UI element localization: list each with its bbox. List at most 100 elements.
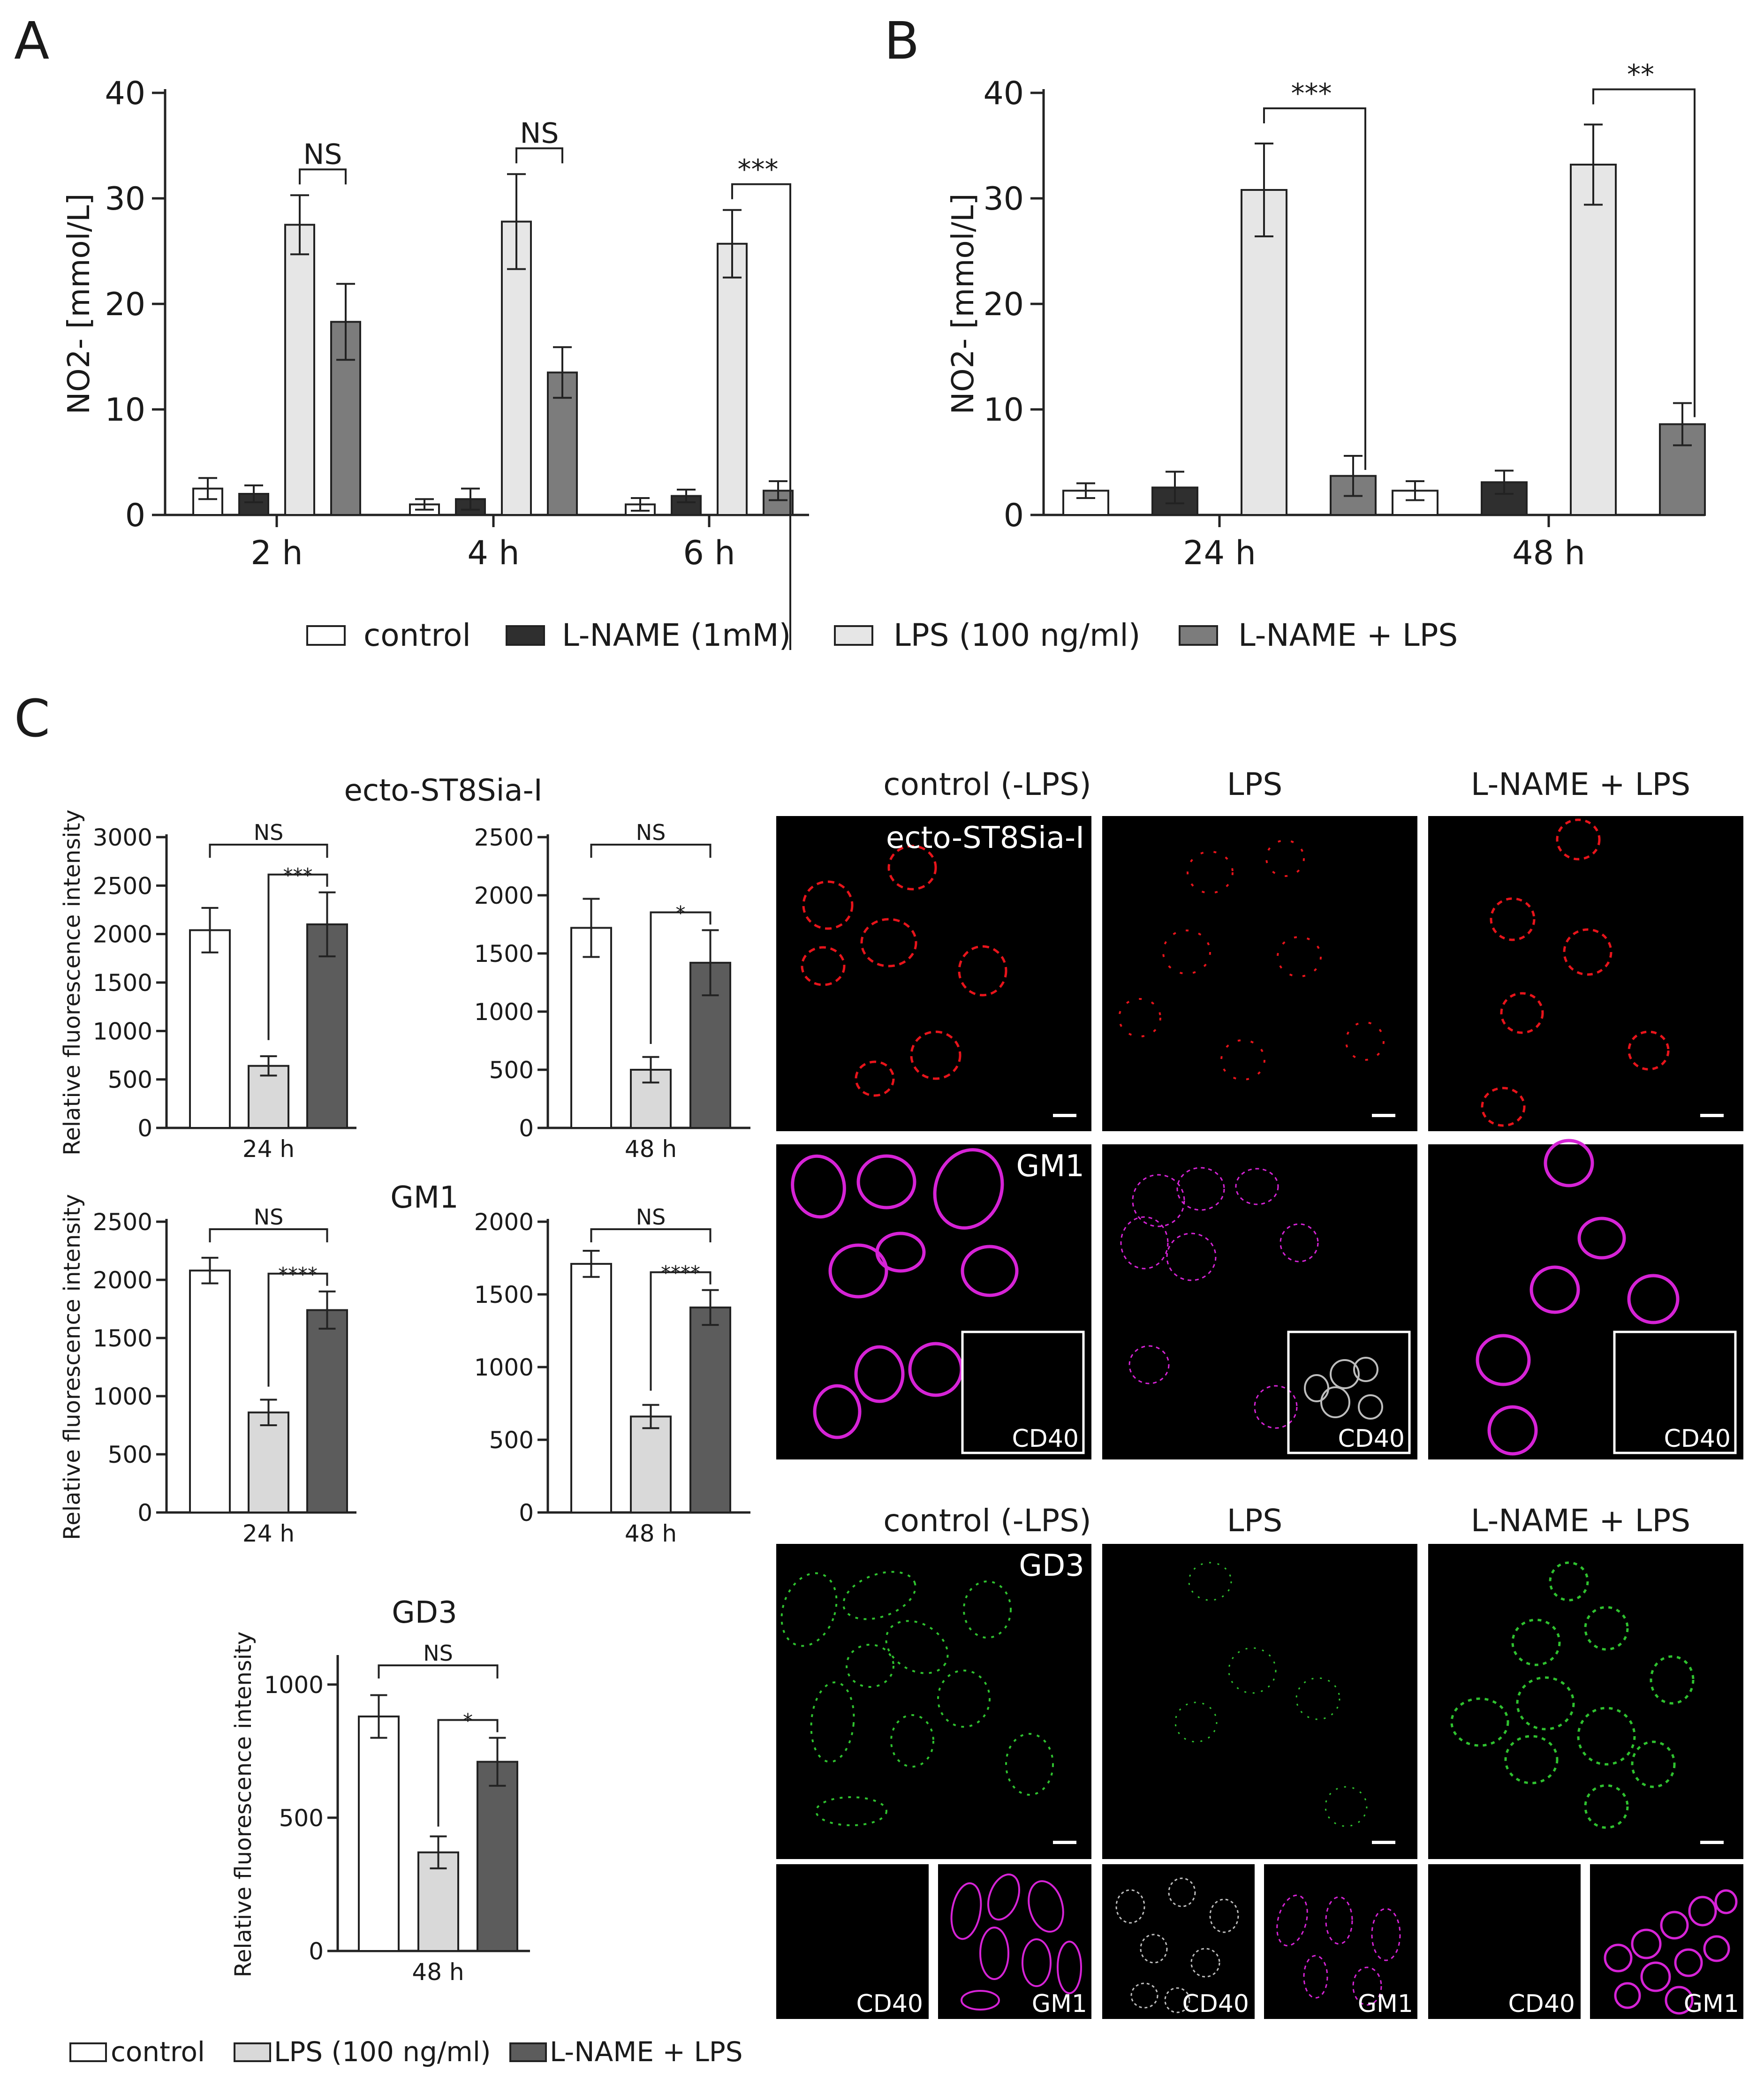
inset-cd40-cell (1330, 1359, 1360, 1389)
c3-significance-label: NS (254, 1204, 284, 1230)
a-significance-label: NS (520, 117, 559, 150)
chart-c-gm1-48h: 0 500 1000 1500 2000 48 h NS **** (474, 1204, 750, 1547)
cells-st8sia-control (801, 845, 1007, 1097)
gm1-lps-cell (1235, 1168, 1279, 1205)
small-gm1-lnl-cell (1688, 1896, 1717, 1927)
c4-ytick-label: 500 (489, 1427, 534, 1454)
cells-gd3-lps (1174, 1562, 1368, 1827)
inset-label-cd40-control: CD40 (1012, 1425, 1079, 1453)
cells-small-gm1-lname-lps (1604, 1889, 1738, 2015)
legend-c-swatch-lps (234, 2042, 271, 2062)
st8-lps-cell (1162, 930, 1211, 975)
gm1-lps-cell (1279, 1223, 1319, 1263)
gm1-ctrl-cell (875, 1232, 926, 1273)
c4-bar (570, 1263, 612, 1513)
c4-ytick-label: 2000 (474, 1209, 534, 1236)
gd3-ctrl-cell (842, 1571, 916, 1620)
gm1-lnl-cell (1476, 1334, 1531, 1386)
legend-ab-swatch-control (306, 625, 346, 646)
legend-c-label-lps: LPS (100 ng/ml) (274, 2036, 491, 2068)
c5-ylabel: Relative fluorescence intensity (230, 1632, 257, 1978)
c1-significance-bracket (209, 844, 328, 858)
gd3-lnl-cell (1650, 1655, 1695, 1705)
micro-small-cd40-lname-lps (1428, 1864, 1581, 2019)
micro-small-cd40-control (776, 1864, 929, 2019)
gm1-ctrl-cell (813, 1384, 862, 1439)
scale-bar-gd3-lps (1372, 1841, 1395, 1844)
a-ytick-label: 20 (105, 286, 145, 323)
c1-ytick-label: 2000 (93, 921, 152, 948)
micro-gm1-lname-lps (1428, 1144, 1743, 1459)
small-gm1-lps-cell (1276, 1894, 1308, 1947)
small-label-cd40-control: CD40 (856, 1990, 923, 2018)
b-significance-label: *** (1291, 77, 1332, 109)
a-bar (501, 220, 532, 516)
c4-ytick-label: 0 (519, 1499, 534, 1527)
a-significance-label: *** (738, 153, 779, 185)
c1-ytick-label: 0 (137, 1115, 152, 1142)
inset-cd40-cell (1304, 1374, 1329, 1402)
b-significance-bracket (1263, 107, 1366, 470)
legend-c-swatch-lname-lps (509, 2042, 547, 2062)
micro-col-title-control-2: control (-LPS) (883, 1503, 1091, 1539)
b-ytick-label: 10 (983, 392, 1024, 429)
a-ylabel: NO2- [mmol/L] (62, 193, 97, 414)
scale-bar-st8sia-lname-lps (1700, 1114, 1724, 1117)
gd3-lnl-cell (1631, 1740, 1676, 1788)
inset-cd40-cell (1353, 1357, 1378, 1382)
c4-ytick-label: 1000 (474, 1354, 534, 1381)
c2-significance-bracket (590, 844, 712, 858)
small-gm1-lnl-cell (1674, 1948, 1703, 1977)
small-label-gm1-control: GM1 (1032, 1990, 1087, 2018)
chart-c-st8sia-48h: 0 500 1000 1500 2000 2500 48 h NS * (474, 820, 750, 1163)
st8-lnl-cell (1563, 928, 1613, 976)
c5-xlabel: 48 h (412, 1958, 464, 1986)
small-gm1-lnl-cell (1604, 1943, 1633, 1973)
a-xtick-label: 6 h (683, 534, 735, 572)
c4-significance-bracket (650, 1271, 712, 1391)
inset-cd40-control (961, 1331, 1085, 1454)
c1-ytick-label: 3000 (93, 824, 152, 851)
c3-significance-label: **** (278, 1263, 318, 1286)
small-gm1-lnl-cell (1614, 1982, 1641, 2009)
small-cd40-lps-cell (1140, 1934, 1168, 1964)
chart-b-nitrite: 0 10 20 30 40 NO2- [mmol/L] 24 h *** 48 h ** (946, 59, 1706, 572)
title-gm1: GM1 (390, 1180, 459, 1215)
c4-bar (630, 1415, 672, 1513)
micro-small-gm1-control (938, 1864, 1091, 2019)
st8-lps-cell (1277, 936, 1322, 977)
micro-gd3-lname-lps (1428, 1544, 1743, 1859)
cells-small-gm1-lps (1276, 1894, 1401, 2006)
c4-ytick-label: 1500 (474, 1281, 534, 1308)
c5-significance-label: * (463, 1709, 473, 1732)
micro-gd3-lps (1102, 1544, 1417, 1859)
gm1-lps-cell (1176, 1167, 1225, 1211)
st8-lnl-cell (1490, 897, 1536, 941)
a-ytick-label: 40 (105, 75, 145, 112)
gd3-ctrl-cell (963, 1580, 1012, 1639)
gd3-ctrl-cell (810, 1681, 855, 1763)
micro-col-title-lname-lps-2: L-NAME + LPS (1471, 1503, 1690, 1539)
small-label-cd40-lps: CD40 (1182, 1990, 1249, 2018)
gm1-ctrl-cell (791, 1154, 846, 1219)
st8-lnl-cell (1628, 1030, 1670, 1071)
b-xtick-label: 48 h (1512, 534, 1585, 572)
gd3-lps-cell (1228, 1647, 1277, 1694)
inset-cd40-lname-lps (1613, 1331, 1737, 1454)
legend-c-swatch-control (69, 2042, 107, 2062)
small-label-gm1-lname-lps: GM1 (1684, 1990, 1739, 2018)
small-cd40-lps-cell (1164, 1987, 1190, 2013)
c2-xlabel: 48 h (625, 1135, 677, 1163)
legend-ab-label-lname: L-NAME (1mM) (562, 617, 791, 653)
c3-ytick-label: 0 (137, 1499, 152, 1527)
small-gm1-lps-cell (1303, 1955, 1328, 1999)
c3-ylabel: Relative fluorescence intensity (59, 1194, 85, 1540)
st8-ctrl-cell (801, 946, 846, 986)
c1-ylabel: Relative fluorescence intensity (59, 809, 85, 1156)
c2-ytick-label: 1000 (474, 998, 534, 1026)
b-ytick-label: 40 (983, 75, 1024, 112)
gd3-ctrl-cell (937, 1670, 991, 1728)
st8-ctrl-cell (860, 918, 917, 968)
scale-bar-st8sia-lps (1372, 1114, 1395, 1117)
a-xtick-label: 4 h (467, 534, 519, 572)
